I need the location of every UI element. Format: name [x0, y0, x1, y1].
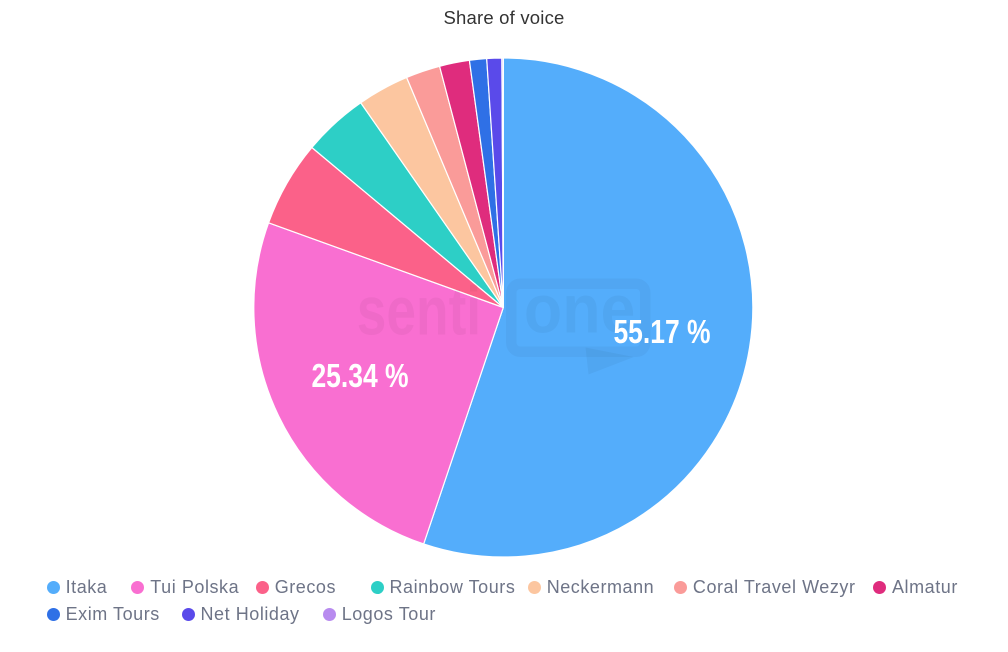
svg-text:senti: senti [357, 273, 481, 350]
